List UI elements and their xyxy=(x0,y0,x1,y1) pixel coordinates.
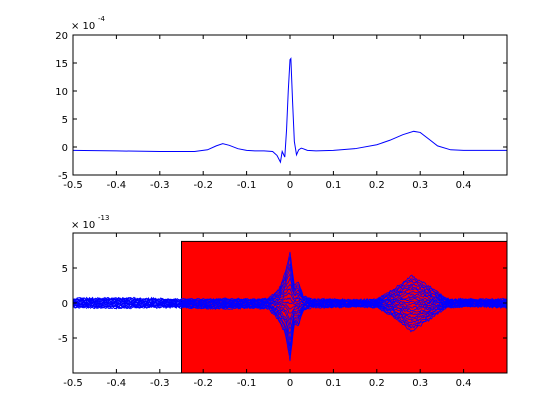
top-traces xyxy=(72,57,507,164)
top-ticks: -0.5 -0.4 -0.3 -0.2 -0.1 0 0.1 0.2 0.3 0.4 -5 0 5 10 1… xyxy=(55,31,507,191)
axes-bottom: -0.5 -0.4 -0.3 -0.2 -0.1 0 0.1 0.2 0.3 0.4 -5 0 5 × … xyxy=(58,214,508,389)
top-x-tick-label: 0 xyxy=(287,180,293,191)
bottom-x-tick-label: 0 xyxy=(287,378,293,389)
bottom-x-tick-label: 0.1 xyxy=(325,378,341,389)
bottom-x-tick-label: -0.4 xyxy=(107,378,127,389)
top-y-tick-label: -5 xyxy=(58,171,68,182)
bottom-x-tick-label: -0.2 xyxy=(193,378,213,389)
bottom-series-line xyxy=(72,300,508,306)
top-x-tick-label: 0.4 xyxy=(456,180,472,191)
top-y-tick-label: 20 xyxy=(55,31,68,42)
top-exponent-power: -4 xyxy=(98,15,106,23)
top-x-tick-label: -0.2 xyxy=(193,180,213,191)
top-y-tick-label: 5 xyxy=(62,115,68,126)
bottom-series-line xyxy=(72,266,508,303)
top-x-tick-label: 0.3 xyxy=(412,180,428,191)
bottom-traces xyxy=(72,251,508,362)
top-x-tick-label: -0.4 xyxy=(107,180,127,191)
bottom-x-tick-label: -0.1 xyxy=(237,378,257,389)
top-x-tick-label: -0.1 xyxy=(237,180,257,191)
axes-top: -0.5 -0.4 -0.3 -0.2 -0.1 0 0.1 0.2 0.3 0.4 -5 0 5 10 1… xyxy=(55,15,508,191)
top-x-tick-label: 0.1 xyxy=(325,180,341,191)
top-series-line xyxy=(72,57,507,164)
bottom-x-tick-label: 0.4 xyxy=(456,378,472,389)
bottom-series-line xyxy=(72,302,508,326)
top-x-tick-label: -0.3 xyxy=(150,180,170,191)
bottom-series-line xyxy=(72,303,508,340)
bottom-exponent-base: × 10 xyxy=(71,220,95,231)
bottom-x-tick-label: 0.3 xyxy=(412,378,428,389)
bottom-exponent-power: -13 xyxy=(98,214,109,222)
top-y-tick-label: 15 xyxy=(55,59,68,70)
bottom-x-tick-label: -0.5 xyxy=(63,378,83,389)
top-y-tick-label: 0 xyxy=(62,143,68,154)
bottom-y-tick-label: 0 xyxy=(62,299,68,310)
top-y-tick-label: 10 xyxy=(55,87,68,98)
bottom-y-tick-label: -5 xyxy=(58,334,68,345)
top-exponent-base: × 10 xyxy=(71,21,95,32)
bottom-series-line xyxy=(72,251,508,302)
top-x-tick-label: -0.5 xyxy=(63,180,83,191)
top-x-tick-label: 0.2 xyxy=(369,180,385,191)
bottom-ticks: -0.5 -0.4 -0.3 -0.2 -0.1 0 0.1 0.2 0.3 0.4 -5 0 5 xyxy=(58,233,507,389)
bottom-y-tick-label: 5 xyxy=(62,264,68,275)
bottom-x-tick-label: -0.3 xyxy=(150,378,170,389)
bottom-x-tick-label: 0.2 xyxy=(369,378,385,389)
bottom-series-line xyxy=(72,262,508,303)
